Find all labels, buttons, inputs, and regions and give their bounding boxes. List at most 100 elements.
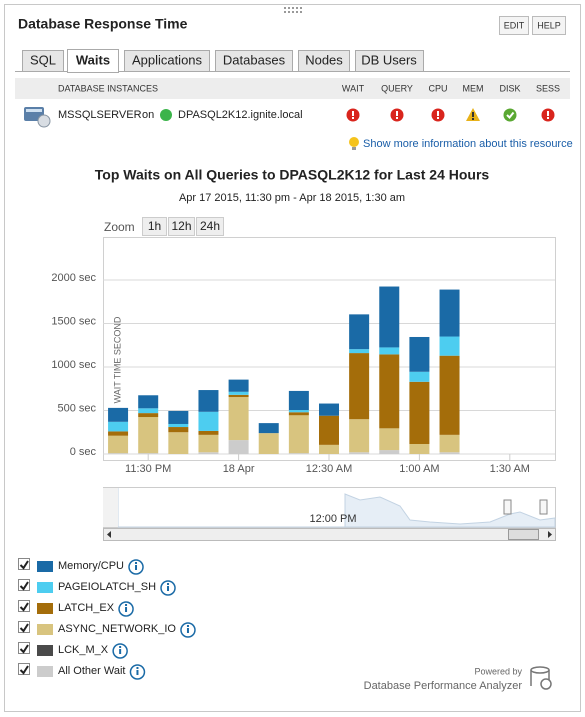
y-tick-label: 1000 sec <box>51 359 96 371</box>
legend-checkbox[interactable] <box>18 642 30 654</box>
legend-checkbox[interactable] <box>18 600 30 612</box>
help-button[interactable] <box>532 16 566 35</box>
scroll-thumb[interactable] <box>508 529 539 540</box>
scrollbar[interactable] <box>103 528 556 541</box>
tab[interactable] <box>22 50 64 72</box>
help-label[interactable]: HELP <box>537 20 561 30</box>
scroll-left[interactable] <box>107 531 111 538</box>
navigator-handle[interactable] <box>539 499 548 515</box>
edit-button[interactable] <box>499 16 529 35</box>
info-icon-stem <box>119 649 122 654</box>
zoom-button-label[interactable]: 12h <box>171 219 191 233</box>
panel-title: Database Response Time <box>18 16 188 32</box>
legend-check[interactable] <box>19 560 29 570</box>
bar-segment <box>349 452 370 454</box>
tab-label[interactable]: SQL <box>30 52 56 67</box>
hint-bulb <box>349 137 359 150</box>
plot: 0 sec 500 sec 1000 sec 1500 sec 2000 sec 11:3… <box>51 272 555 475</box>
y-tick-label: 500 sec <box>57 402 96 414</box>
legend-swatch <box>37 561 53 572</box>
bar-segment <box>288 410 309 413</box>
tab-label[interactable]: Nodes <box>305 52 343 67</box>
drag-grip[interactable] <box>284 7 302 13</box>
bar-segment <box>168 432 189 454</box>
more-info-link[interactable]: Show more information about this resourc… <box>363 138 573 150</box>
tab-label[interactable]: DB Users <box>361 52 417 67</box>
legend-checkbox[interactable] <box>18 663 30 675</box>
info-icon-dot <box>167 583 170 585</box>
column-header: DISK <box>499 83 520 93</box>
status-ok <box>503 108 517 122</box>
bar-segment <box>319 403 339 416</box>
powered-by: Powered by <box>474 666 522 676</box>
legend-check[interactable] <box>19 665 29 675</box>
zoom-button-label[interactable]: 24h <box>200 219 220 233</box>
bar-segment <box>168 410 189 424</box>
tab[interactable] <box>355 50 424 72</box>
instance-name[interactable]: MSSQLSERVER <box>58 109 142 121</box>
legend-check[interactable] <box>19 644 29 654</box>
tab-label[interactable]: Databases <box>223 52 286 67</box>
zoom-button[interactable] <box>142 217 167 236</box>
legend-label[interactable]: Memory/CPU <box>58 560 124 572</box>
legend-checkbox[interactable] <box>18 579 30 591</box>
table-header <box>15 78 570 99</box>
bar-segment <box>319 415 339 445</box>
instance-connector: on <box>142 109 154 121</box>
legend-label[interactable]: LATCH_EX <box>58 602 115 614</box>
bar-segment <box>198 434 219 453</box>
bar-segment <box>439 452 460 454</box>
tab-active[interactable] <box>67 49 119 73</box>
x-tick-label: 1:30 AM <box>490 463 530 475</box>
product-name: Database Performance Analyzer <box>364 680 523 692</box>
status-error <box>541 108 555 122</box>
status-error <box>346 108 360 122</box>
tab-label[interactable]: Applications <box>132 52 203 67</box>
bar-segment <box>108 431 129 436</box>
server-icon <box>24 107 51 128</box>
info-icon-dot <box>125 604 128 606</box>
product-logo <box>530 666 552 690</box>
navigator-handle[interactable] <box>503 499 512 515</box>
info-icon-dot <box>186 625 189 627</box>
zoom-button-label[interactable]: 1h <box>148 219 161 233</box>
x-tick-label: 18 Apr <box>223 463 255 475</box>
bar-segment <box>198 430 219 435</box>
legend-checkbox[interactable] <box>18 621 30 633</box>
zoom-button[interactable] <box>168 217 195 236</box>
info-icon-stem <box>136 670 139 675</box>
bar-segment <box>138 408 159 414</box>
legend-swatch <box>37 582 53 593</box>
tab[interactable] <box>124 50 210 72</box>
zoom-button[interactable] <box>196 217 224 236</box>
bar-segment <box>288 412 309 416</box>
legend-label[interactable]: PAGEIOLATCH_SH <box>58 581 156 593</box>
legend-label[interactable]: LCK_M_X <box>58 644 109 656</box>
chart-subtitle: Apr 17 2015, 11:30 pm - Apr 18 2015, 1:3… <box>179 192 405 204</box>
edit-label[interactable]: EDIT <box>504 20 525 30</box>
bar-segment <box>409 381 430 444</box>
legend-check[interactable] <box>19 581 29 591</box>
tab-label[interactable]: Waits <box>76 52 110 67</box>
bar-segment <box>258 433 279 454</box>
legend-checkbox[interactable] <box>18 558 30 570</box>
legend-label[interactable]: All Other Wait <box>58 665 125 677</box>
bar-segment <box>379 450 400 454</box>
bar-segment <box>228 397 249 441</box>
bar-segment <box>258 423 279 434</box>
legend-check[interactable] <box>19 623 29 633</box>
info-icon-stem <box>186 628 189 633</box>
legend-label[interactable]: ASYNC_NETWORK_IO <box>58 623 176 635</box>
tab[interactable] <box>298 50 350 72</box>
legend-swatch <box>37 645 53 656</box>
bar-segment <box>319 444 339 454</box>
scroll-right[interactable] <box>548 531 552 538</box>
legend-swatch <box>37 624 53 635</box>
bar-segment <box>379 286 400 348</box>
navigator[interactable] <box>103 487 556 528</box>
bar-segment <box>228 394 249 398</box>
tab[interactable] <box>215 50 293 72</box>
legend-check[interactable] <box>19 602 29 612</box>
host-name[interactable]: DPASQL2K12.ignite.local <box>178 109 303 121</box>
info-icon-dot <box>119 646 122 648</box>
